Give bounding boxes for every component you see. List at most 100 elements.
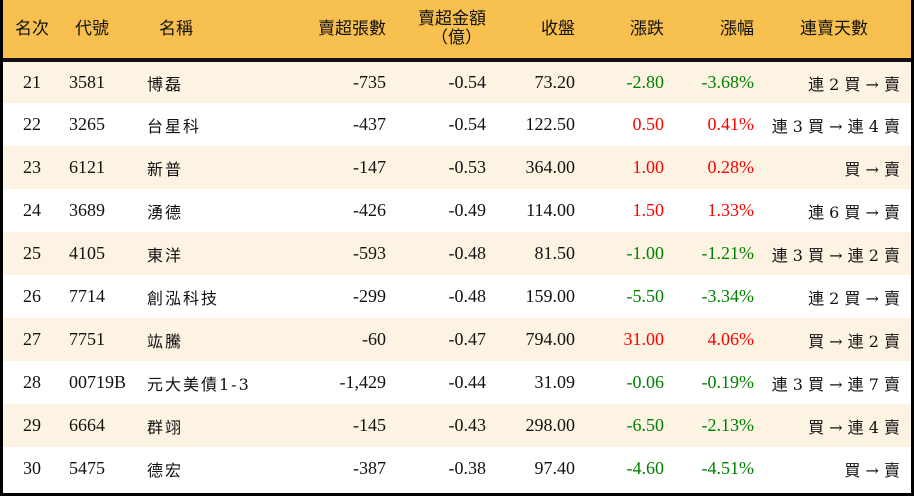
streak-cell: 連 2 買 → 賣 (808, 288, 900, 308)
table-row[interactable]: 30 5475 德宏 -387 -0.38 97.40 -4.60 -4.51%… (3, 447, 914, 490)
net-sell-amount-cell: -0.54 (448, 72, 487, 92)
code-cell[interactable]: 6121 (69, 157, 105, 177)
table-row[interactable]: 28 00719B 元大美債1-3 -1,429 -0.44 31.09 -0.… (3, 361, 914, 404)
net-sell-lots-cell: -593 (353, 243, 386, 263)
name-cell[interactable]: 竑騰 (147, 331, 184, 351)
name-cell[interactable]: 德宏 (147, 460, 184, 480)
table-row[interactable]: 26 7714 創泓科技 -299 -0.48 159.00 -5.50 -3.… (3, 275, 914, 318)
header-change[interactable]: 漲跌 (575, 0, 664, 62)
net-sell-lots-cell: -1,429 (339, 372, 387, 392)
net-sell-lots-cell: -299 (353, 286, 386, 306)
net-sell-lots-cell: -145 (353, 415, 386, 435)
code-cell[interactable]: 3265 (69, 114, 105, 134)
close-cell: 122.50 (525, 114, 576, 134)
name-cell[interactable]: 台星科 (147, 116, 202, 136)
table-row[interactable]: 22 3265 台星科 -437 -0.54 122.50 0.50 0.41%… (3, 103, 914, 146)
net-sell-amount-cell: -0.43 (448, 415, 487, 435)
net-sell-amount-cell: -0.48 (448, 286, 487, 306)
close-cell: 794.00 (525, 329, 576, 349)
change-pct-cell: -1.21% (701, 243, 755, 263)
change-pct-cell: 1.33% (707, 200, 755, 220)
name-cell[interactable]: 新普 (147, 159, 184, 179)
close-cell: 31.09 (534, 372, 576, 392)
name-cell[interactable]: 博磊 (147, 74, 184, 94)
change-pct-cell: 4.06% (707, 329, 755, 349)
streak-cell: 連 2 買 → 賣 (808, 74, 900, 94)
net-sell-lots-cell: -60 (362, 329, 386, 349)
table-row[interactable]: 23 6121 新普 -147 -0.53 364.00 1.00 0.28% … (3, 146, 914, 189)
net-sell-lots-cell: -147 (353, 157, 386, 177)
net-sell-amount-cell: -0.49 (448, 200, 487, 220)
net-sell-lots-cell: -387 (353, 458, 386, 478)
change-cell: 1.50 (632, 200, 665, 220)
rank-cell: 30 (23, 458, 41, 478)
header-net-sell-lots[interactable]: 賣超張數 (279, 0, 386, 62)
rank-cell: 21 (23, 72, 41, 92)
rank-cell: 22 (23, 114, 41, 134)
header-net-sell-amount-line1: 賣超金額 (418, 9, 486, 29)
table-row[interactable]: 27 7751 竑騰 -60 -0.47 794.00 31.00 4.06% … (3, 318, 914, 361)
header-net-sell-amount-line2: （億） (431, 28, 482, 48)
change-cell: -2.80 (626, 72, 665, 92)
header-streak[interactable]: 連賣天數 (754, 0, 914, 62)
table-row[interactable]: 24 3689 湧德 -426 -0.49 114.00 1.50 1.33% … (3, 189, 914, 232)
net-sell-amount-cell: -0.38 (448, 458, 487, 478)
table-row[interactable]: 25 4105 東洋 -593 -0.48 81.50 -1.00 -1.21%… (3, 232, 914, 275)
name-cell[interactable]: 創泓科技 (147, 288, 220, 308)
change-cell: 31.00 (623, 329, 665, 349)
change-pct-cell: 0.28% (707, 157, 755, 177)
net-sell-amount-cell: -0.54 (448, 114, 487, 134)
name-cell[interactable]: 元大美債1-3 (147, 374, 251, 394)
header-net-sell-amount[interactable]: 賣超金額 （億） (386, 0, 486, 62)
change-cell: 0.50 (632, 114, 665, 134)
streak-cell: 買 → 賣 (844, 460, 900, 480)
streak-cell: 買 → 賣 (844, 159, 900, 179)
code-cell[interactable]: 4105 (69, 243, 105, 263)
streak-cell: 連 3 買 → 連 2 賣 (771, 245, 900, 265)
name-cell[interactable]: 東洋 (147, 245, 184, 265)
name-cell[interactable]: 群翊 (147, 417, 184, 437)
header-close[interactable]: 收盤 (486, 0, 575, 62)
change-pct-cell: -3.34% (701, 286, 755, 306)
table-header-row: 名次 代號 名稱 賣超張數 賣超金額 （億） 收盤 漲跌 漲幅 連賣天數 (3, 0, 914, 62)
net-sell-ranking-table: 名次 代號 名稱 賣超張數 賣超金額 （億） 收盤 漲跌 漲幅 連賣天數 21 … (3, 0, 914, 490)
change-cell: -6.50 (626, 415, 665, 435)
header-name[interactable]: 名稱 (141, 0, 279, 62)
close-cell: 97.40 (534, 458, 576, 478)
rank-cell: 24 (23, 200, 41, 220)
table-row[interactable]: 29 6664 群翊 -145 -0.43 298.00 -6.50 -2.13… (3, 404, 914, 447)
code-cell[interactable]: 7751 (69, 329, 105, 349)
net-sell-amount-cell: -0.53 (448, 157, 487, 177)
close-cell: 114.00 (526, 200, 575, 220)
close-cell: 73.20 (534, 72, 576, 92)
net-sell-amount-cell: -0.48 (448, 243, 487, 263)
code-cell[interactable]: 6664 (69, 415, 105, 435)
table-row[interactable]: 21 3581 博磊 -735 -0.54 73.20 -2.80 -3.68%… (3, 60, 914, 103)
streak-cell: 連 3 買 → 連 4 賣 (771, 116, 900, 136)
rank-cell: 29 (23, 415, 41, 435)
change-pct-cell: -0.19% (701, 372, 755, 392)
code-cell[interactable]: 00719B (69, 372, 127, 392)
net-sell-lots-cell: -437 (353, 114, 386, 134)
code-cell[interactable]: 3581 (69, 72, 105, 92)
code-cell[interactable]: 7714 (69, 286, 105, 306)
change-pct-cell: -3.68% (701, 72, 755, 92)
code-cell[interactable]: 5475 (69, 458, 105, 478)
change-pct-cell: -4.51% (701, 458, 755, 478)
header-change-pct[interactable]: 漲幅 (664, 0, 754, 62)
code-cell[interactable]: 3689 (69, 200, 105, 220)
change-cell: -4.60 (626, 458, 665, 478)
net-sell-amount-cell: -0.44 (448, 372, 487, 392)
net-sell-lots-cell: -426 (353, 200, 386, 220)
header-rank[interactable]: 名次 (3, 0, 61, 62)
close-cell: 159.00 (525, 286, 576, 306)
close-cell: 364.00 (525, 157, 576, 177)
rank-cell: 26 (23, 286, 41, 306)
change-pct-cell: -2.13% (701, 415, 755, 435)
rank-cell: 28 (23, 372, 41, 392)
rank-cell: 25 (23, 243, 41, 263)
change-cell: -1.00 (626, 243, 665, 263)
header-code[interactable]: 代號 (61, 0, 141, 62)
name-cell[interactable]: 湧德 (147, 202, 184, 222)
streak-cell: 買 → 連 4 賣 (808, 417, 900, 437)
